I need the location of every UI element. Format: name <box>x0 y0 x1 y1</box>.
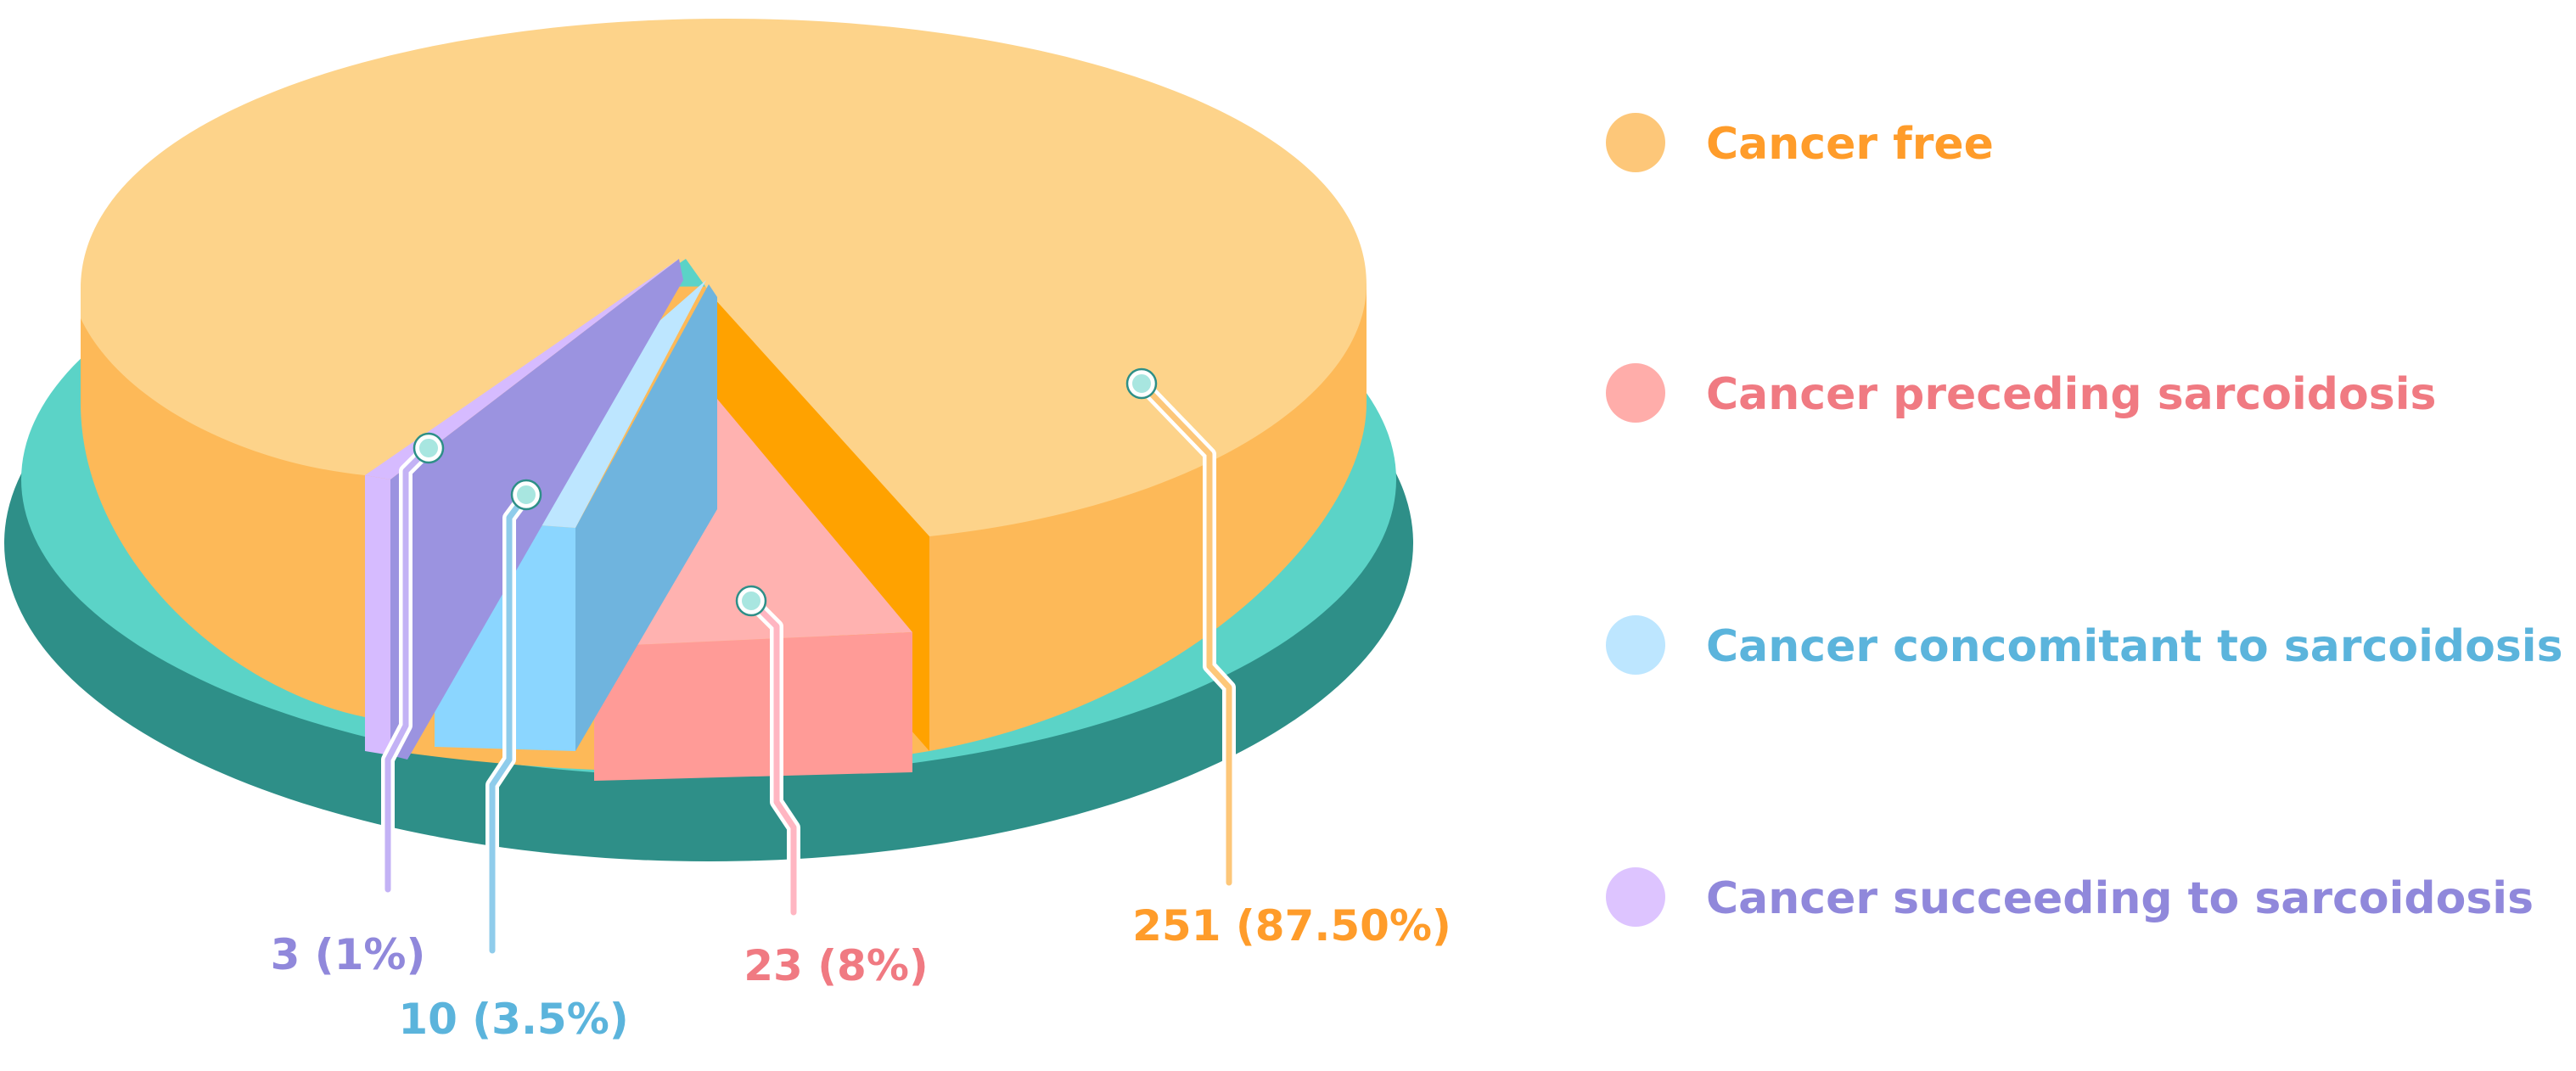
slice-cancer-succeeding <box>365 259 683 760</box>
leader-line-preceding <box>748 597 797 916</box>
legend-swatch-cancer-free <box>1606 113 1665 172</box>
leader-marker-concomitant <box>512 480 541 509</box>
legend-swatch-succeeding <box>1606 867 1665 927</box>
legend-label-preceding: Cancer preceding sarcoidosis <box>1706 369 2436 420</box>
leader-marker-cancer-free <box>1127 369 1156 398</box>
leader-marker-ring-preceding <box>735 585 767 617</box>
leader-line-concomitant <box>489 491 530 954</box>
leader-marker-succeeding <box>414 434 443 463</box>
legend-label-cancer-free: Cancer free <box>1706 119 1994 170</box>
cancer-free-top <box>81 19 1367 536</box>
data-label-cancer-free: 251 (87.50%) <box>1132 901 1451 950</box>
legend-swatch-preceding <box>1606 363 1665 423</box>
leader-marker-ring-succeeding <box>412 432 445 464</box>
slice-cancer-preceding <box>594 399 912 781</box>
leader-line-succeeding <box>384 445 432 893</box>
cancer-succeeding-side <box>365 475 390 755</box>
data-label-succeeding: 3 (1%) <box>271 930 426 979</box>
data-label-concomitant: 10 (3.5%) <box>398 995 628 1044</box>
cancer-succeeding-cut-face <box>390 259 683 760</box>
leader-marker-preceding <box>737 586 766 615</box>
leader-lines <box>381 367 1236 957</box>
leader-marker-ring-cancer-free <box>1125 367 1158 400</box>
leader-line-cancer-free <box>1138 380 1232 886</box>
cancer-preceding-top <box>594 399 912 647</box>
leader-marker-ring-concomitant <box>510 479 542 511</box>
legend: Cancer free Cancer preceding sarcoidosis C… <box>1606 113 2563 927</box>
cancer-preceding-side <box>594 632 912 781</box>
legend-swatch-concomitant <box>1606 615 1665 675</box>
data-label-preceding: 23 (8%) <box>744 941 929 990</box>
legend-label-concomitant: Cancer concomitant to sarcoidosis <box>1706 621 2563 672</box>
data-labels: 251 (87.50%) 23 (8%) 10 (3.5%) 3 (1%) <box>271 901 1451 1044</box>
legend-label-succeeding: Cancer succeeding to sarcoidosis <box>1706 873 2534 924</box>
cancer-concomitant-cut-face <box>575 284 717 751</box>
cancer-succeeding-top <box>365 259 679 479</box>
